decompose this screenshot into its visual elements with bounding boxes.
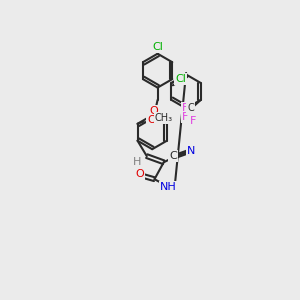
Text: F: F: [182, 103, 188, 113]
Text: N: N: [187, 146, 196, 156]
Text: CH₃: CH₃: [155, 113, 173, 123]
Text: F: F: [182, 112, 188, 122]
Text: O: O: [147, 115, 156, 125]
Text: C: C: [188, 103, 194, 113]
Text: O: O: [136, 169, 144, 179]
Text: O: O: [149, 106, 158, 116]
Text: NH: NH: [160, 182, 177, 192]
Text: C: C: [169, 151, 177, 161]
Text: H: H: [134, 157, 142, 167]
Text: Cl: Cl: [175, 74, 186, 84]
Text: Cl: Cl: [152, 42, 163, 52]
Text: F: F: [190, 116, 196, 126]
